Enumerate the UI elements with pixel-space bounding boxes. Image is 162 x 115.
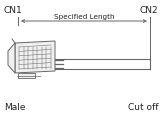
Text: Specified Length: Specified Length <box>54 14 114 20</box>
Text: CN1: CN1 <box>4 6 23 15</box>
Polygon shape <box>18 73 35 78</box>
Text: Cut off: Cut off <box>127 102 158 111</box>
Text: CN2: CN2 <box>139 6 158 15</box>
Polygon shape <box>15 42 55 73</box>
Text: Male: Male <box>4 102 25 111</box>
Polygon shape <box>8 44 15 73</box>
